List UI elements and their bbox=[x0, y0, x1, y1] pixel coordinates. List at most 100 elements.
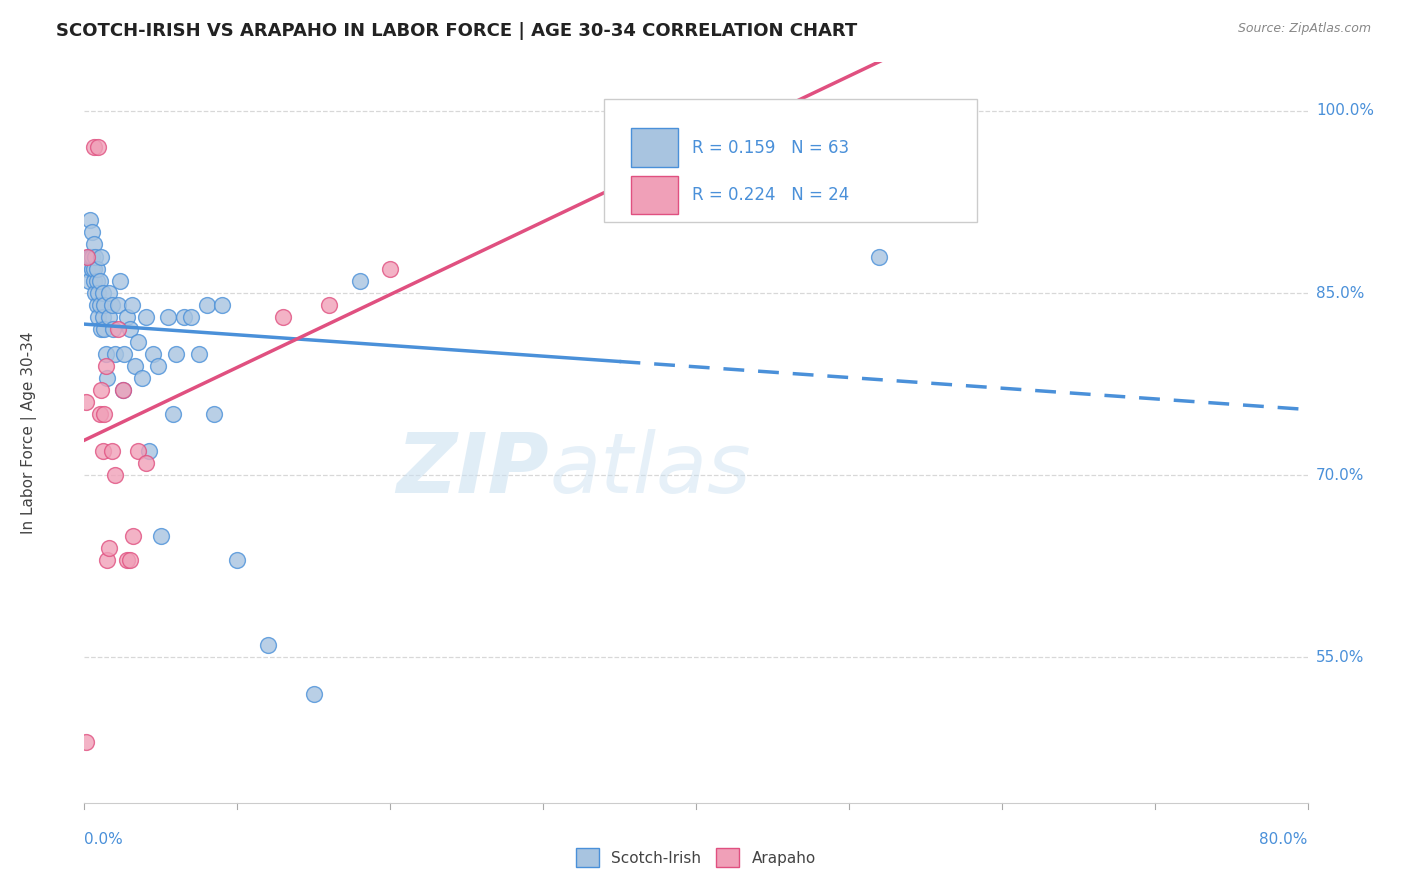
Point bbox=[90, 322, 112, 336]
Text: 55.0%: 55.0% bbox=[1316, 649, 1364, 665]
Point bbox=[180, 310, 202, 325]
Point bbox=[87, 310, 110, 325]
Point bbox=[188, 347, 211, 361]
Text: ZIP: ZIP bbox=[396, 429, 550, 510]
Point bbox=[112, 347, 135, 361]
Point bbox=[101, 443, 124, 458]
Point bbox=[302, 687, 325, 701]
Point bbox=[127, 334, 149, 349]
Text: 85.0%: 85.0% bbox=[1316, 285, 1364, 301]
Point bbox=[91, 310, 114, 325]
Point bbox=[107, 298, 129, 312]
Point bbox=[226, 553, 249, 567]
Text: SCOTCH-IRISH VS ARAPAHO IN LABOR FORCE | AGE 30-34 CORRELATION CHART: SCOTCH-IRISH VS ARAPAHO IN LABOR FORCE |… bbox=[56, 22, 858, 40]
Point bbox=[142, 347, 165, 361]
Point bbox=[84, 250, 107, 264]
Point bbox=[157, 310, 180, 325]
Point bbox=[83, 261, 105, 276]
Point bbox=[80, 225, 103, 239]
Point bbox=[97, 310, 120, 325]
Point bbox=[202, 408, 225, 422]
Point bbox=[86, 261, 108, 276]
Point bbox=[77, 250, 100, 264]
Point bbox=[173, 310, 195, 325]
Point bbox=[89, 274, 111, 288]
Point bbox=[97, 541, 120, 555]
Text: 100.0%: 100.0% bbox=[1316, 103, 1374, 119]
Point bbox=[87, 140, 110, 154]
Point bbox=[94, 359, 117, 373]
Point bbox=[195, 298, 218, 312]
Point bbox=[103, 322, 125, 336]
Point bbox=[97, 286, 120, 301]
Point bbox=[89, 298, 111, 312]
Bar bbox=[631, 128, 678, 167]
Point bbox=[91, 286, 114, 301]
Point bbox=[149, 529, 172, 543]
Point bbox=[83, 237, 105, 252]
Point bbox=[108, 274, 131, 288]
Point bbox=[93, 408, 115, 422]
Point bbox=[75, 735, 97, 749]
Point bbox=[257, 638, 280, 652]
Point bbox=[211, 298, 233, 312]
Point bbox=[83, 140, 105, 154]
Point bbox=[96, 371, 118, 385]
Point bbox=[104, 347, 127, 361]
Point bbox=[96, 553, 118, 567]
Point bbox=[75, 395, 97, 409]
Point bbox=[127, 443, 149, 458]
Point bbox=[84, 286, 107, 301]
Point bbox=[120, 553, 142, 567]
Text: R = 0.159   N = 63: R = 0.159 N = 63 bbox=[692, 138, 849, 157]
Point bbox=[87, 286, 110, 301]
Point bbox=[121, 298, 143, 312]
Point bbox=[83, 274, 105, 288]
Point bbox=[146, 359, 169, 373]
Point bbox=[89, 408, 111, 422]
Point bbox=[80, 261, 103, 276]
Point bbox=[90, 250, 112, 264]
Point bbox=[135, 310, 157, 325]
Point bbox=[80, 250, 103, 264]
Point bbox=[318, 298, 340, 312]
Point bbox=[79, 213, 101, 227]
Point bbox=[124, 359, 146, 373]
Point bbox=[138, 443, 160, 458]
Point bbox=[869, 250, 891, 264]
Point bbox=[93, 322, 115, 336]
Point bbox=[165, 347, 187, 361]
Text: 80.0%: 80.0% bbox=[1260, 832, 1308, 847]
FancyBboxPatch shape bbox=[605, 100, 977, 221]
Text: R = 0.224   N = 24: R = 0.224 N = 24 bbox=[692, 186, 849, 204]
Point bbox=[91, 443, 114, 458]
Text: atlas: atlas bbox=[550, 429, 751, 510]
Point bbox=[86, 274, 108, 288]
Legend: Scotch-Irish, Arapaho: Scotch-Irish, Arapaho bbox=[569, 842, 823, 873]
Point bbox=[111, 383, 134, 397]
Point bbox=[90, 383, 112, 397]
Point bbox=[93, 298, 115, 312]
Point bbox=[111, 383, 134, 397]
Point bbox=[107, 322, 129, 336]
Point bbox=[271, 310, 294, 325]
Bar bbox=[631, 176, 678, 214]
Text: 70.0%: 70.0% bbox=[1316, 467, 1364, 483]
Point bbox=[86, 298, 108, 312]
Point bbox=[104, 468, 127, 483]
Point bbox=[122, 529, 145, 543]
Text: In Labor Force | Age 30-34: In Labor Force | Age 30-34 bbox=[21, 331, 38, 534]
Text: 0.0%: 0.0% bbox=[84, 832, 124, 847]
Point bbox=[76, 250, 98, 264]
Point bbox=[120, 322, 142, 336]
Point bbox=[380, 261, 402, 276]
Point bbox=[79, 250, 101, 264]
Point bbox=[115, 310, 138, 325]
Point bbox=[115, 553, 138, 567]
Point bbox=[162, 408, 184, 422]
Point bbox=[101, 298, 124, 312]
Point bbox=[654, 201, 676, 215]
Point bbox=[349, 274, 371, 288]
Point bbox=[135, 456, 157, 470]
Point bbox=[76, 261, 98, 276]
